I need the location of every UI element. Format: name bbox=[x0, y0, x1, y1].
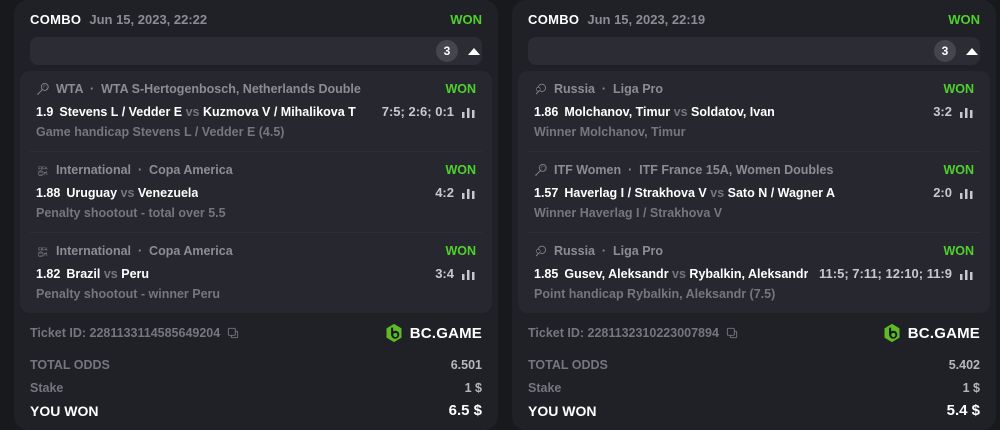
svg-text:FIFA: FIFA bbox=[38, 165, 48, 170]
svg-text:FIFA: FIFA bbox=[38, 246, 48, 251]
